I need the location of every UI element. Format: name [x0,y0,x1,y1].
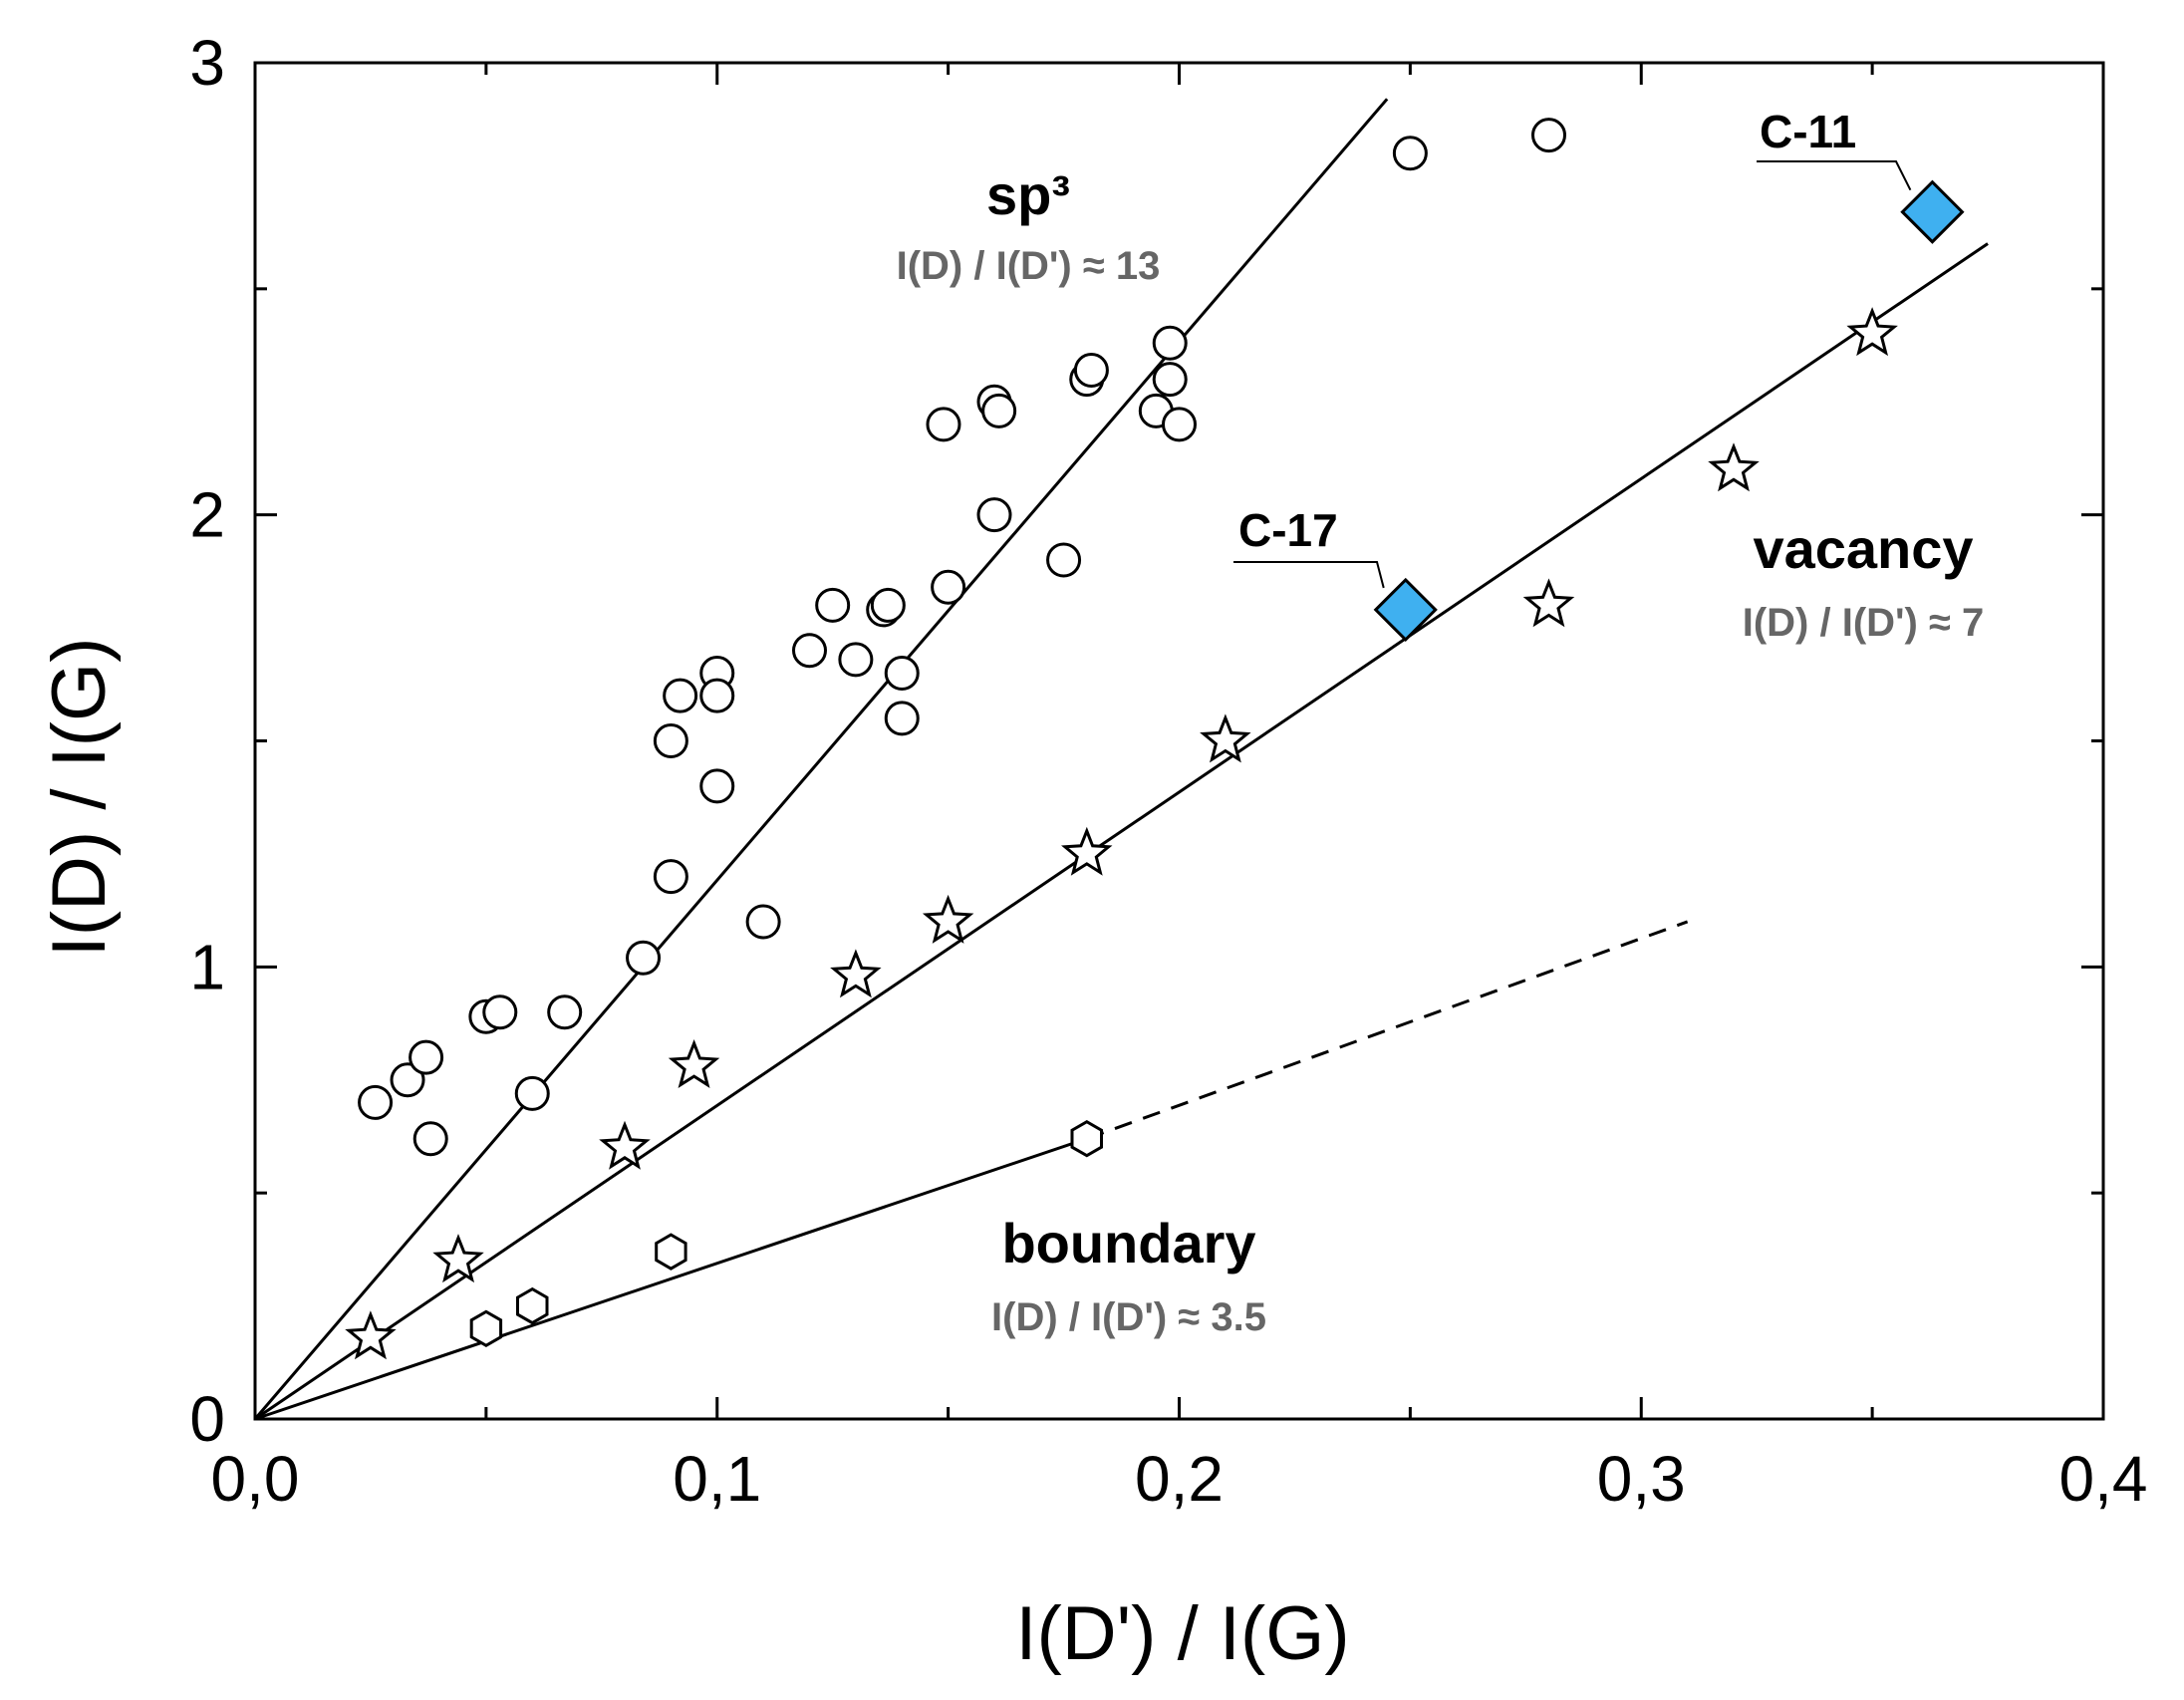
boundary-point [1070,1119,1103,1158]
vacancy-point [345,1310,397,1360]
boundary-point [655,1233,687,1271]
leader-C-11 [1757,160,1912,191]
x-tick-label: 0,1 [673,1443,761,1515]
boundary-label: boundary [1001,1212,1255,1275]
x-axis-title: I(D') / I(G) [1015,1591,1349,1676]
sp3-point [547,994,583,1030]
sp3-label: sp³ [986,163,1070,226]
sp3-point [653,859,688,895]
sp3-point [514,1075,550,1111]
sp3-point [792,633,827,669]
sp3-point [626,940,662,976]
sp3-point [1073,352,1109,388]
sp3-point [931,569,966,605]
sp3-point [390,1062,425,1098]
y-tick-label: 2 [189,479,225,551]
boundary-point [469,1309,503,1348]
sp3-point [926,407,961,442]
c11-label: C-11 [1760,106,1856,157]
vacancy-point [922,894,974,944]
sp3-point [884,701,920,736]
vacancy-point [1061,826,1113,876]
sp3-point [838,642,874,678]
sp3-point [1531,118,1566,153]
sp3-point [358,1084,394,1120]
sp3-point [699,768,735,804]
vacancy-point [668,1038,720,1089]
sp3-point [663,678,698,713]
fit-line-vacancy [254,242,1989,1421]
sp3-point [745,904,781,940]
sp3-point [976,497,1012,533]
y-tick-label: 0 [189,1383,225,1455]
vacancy-point [432,1234,484,1283]
vacancy-point [1522,578,1575,628]
leader-C-17 [1233,561,1385,589]
sample-leader-lines [1233,160,1912,589]
sp3-point [870,587,906,623]
sample-C-11 [1900,179,1965,244]
vacancy-point [1200,713,1251,763]
sp3-point [409,1039,444,1075]
sp3-point [1162,407,1197,442]
axis-tick-labels: 0,0 0,1 0,2 0,3 0,4 0 1 2 3 [189,27,2147,1515]
x-tick-label: 0,2 [1135,1443,1224,1515]
data-markers [345,118,1898,1360]
vacancy-point [599,1120,651,1170]
vacancy-ratio-label: I(D) / I(D') ≈ 7 [1743,601,1985,645]
y-tick-label: 1 [189,931,225,1002]
sample-markers [1373,179,1965,643]
c17-label: C-17 [1238,504,1338,556]
sp3-point [1152,362,1188,398]
x-tick-label: 0,4 [2059,1443,2148,1515]
y-axis-title: I(D) / I(G) [37,638,122,958]
boundary-point [516,1286,549,1325]
sp3-point [699,678,735,713]
sp3-point [884,655,920,691]
boundary-ratio-label: I(D) / I(D') ≈ 3.5 [991,1295,1266,1339]
sp3-point [412,1121,448,1157]
fit-line-sp3 [253,98,1389,1420]
y-tick-label: 3 [189,27,225,99]
vacancy-point [1708,442,1760,492]
x-tick-label: 0,3 [1597,1443,1686,1515]
vacancy-point [1846,307,1898,357]
axis-ticks [253,61,2105,1421]
vacancy-point [830,949,882,998]
vacancy-label: vacancy [1753,517,1973,580]
sp3-point [815,587,851,623]
sp3-point [1046,542,1082,578]
x-tick-label: 0,0 [211,1443,300,1515]
sp3-ratio-label: I(D) / I(D') ≈ 13 [897,244,1161,288]
sp3-point [1392,136,1428,171]
sp3-point [482,994,518,1030]
fit-line-boundary-solid [254,1137,1088,1421]
sp3-point [653,723,688,758]
sp3-point [1152,325,1188,361]
fit-line-boundary-dashed [1086,920,1689,1141]
sp3-point [981,393,1017,428]
fit-lines [253,98,1989,1421]
sample-C-17 [1373,577,1438,643]
